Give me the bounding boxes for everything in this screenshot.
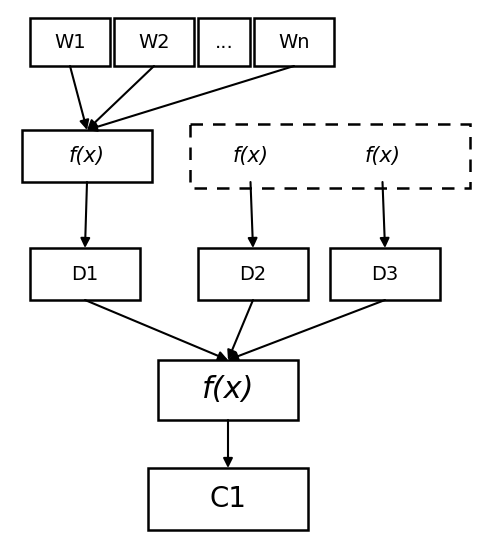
Text: f(x): f(x) <box>69 146 105 166</box>
Bar <box>148 468 308 530</box>
Text: Wn: Wn <box>278 33 310 51</box>
Bar <box>158 360 298 420</box>
Bar <box>330 248 440 300</box>
Bar <box>114 18 194 66</box>
Text: ...: ... <box>214 33 233 51</box>
Text: D2: D2 <box>240 264 267 283</box>
Bar <box>22 130 152 182</box>
Text: f(x): f(x) <box>202 376 254 405</box>
Text: f(x): f(x) <box>364 146 401 166</box>
Text: D3: D3 <box>371 264 399 283</box>
Text: f(x): f(x) <box>232 146 268 166</box>
Text: C1: C1 <box>210 485 246 513</box>
Bar <box>198 248 308 300</box>
Bar <box>198 18 250 66</box>
Text: W1: W1 <box>54 33 86 51</box>
Bar <box>30 248 140 300</box>
Bar <box>190 124 470 188</box>
Bar <box>30 18 110 66</box>
Bar <box>254 18 334 66</box>
Text: W2: W2 <box>138 33 170 51</box>
Text: D1: D1 <box>71 264 99 283</box>
